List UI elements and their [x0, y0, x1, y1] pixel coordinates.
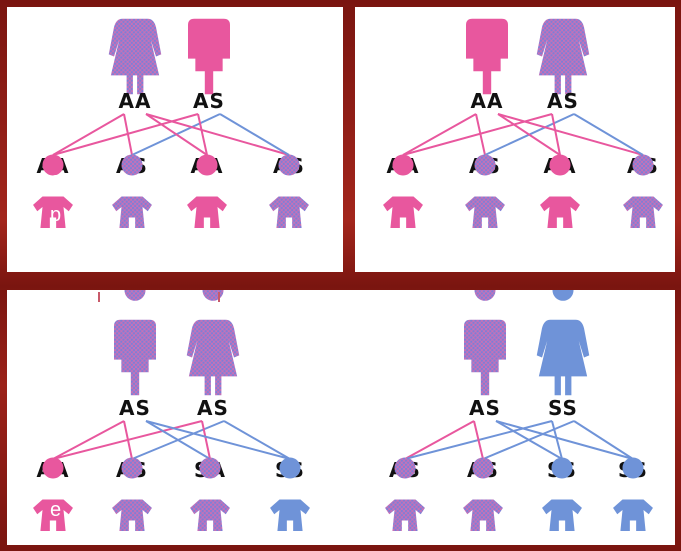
female-parent-icon: [536, 290, 590, 396]
female-parent-icon: [108, 18, 162, 95]
child-icon: [190, 457, 230, 531]
child-icon: [33, 457, 73, 531]
cross-top-right: AAASAAASAAAS: [383, 18, 663, 228]
side-letter-e: e: [50, 499, 62, 521]
inheritance-line: [404, 420, 475, 460]
inheritance-line: [551, 113, 561, 156]
child-icon: [540, 154, 580, 228]
inheritance-line: [123, 113, 133, 156]
parent-genotype-label: AS: [469, 396, 501, 420]
inheritance-line: [145, 420, 211, 460]
parent-genotype-label: AS: [193, 89, 225, 113]
inheritance-lines: [52, 420, 291, 460]
inheritance-line: [495, 420, 634, 460]
child-icon: [270, 457, 310, 531]
parent-genotype-label: AS: [547, 89, 579, 113]
cross-top-left: AAASAAASAAAS: [33, 18, 309, 228]
inheritance-line: [52, 113, 199, 156]
inheritance-line: [497, 113, 561, 156]
inheritance-line: [123, 420, 133, 460]
panel-bottom-left: ASASAAASSASSASSSASASSSSS: [7, 290, 675, 545]
inheritance-line: [573, 113, 644, 156]
inheritance-line: [197, 113, 208, 156]
ruler-tick: [98, 292, 100, 302]
inheritance-line: [573, 420, 634, 460]
inheritance-lines: [52, 113, 290, 156]
inheritance-lines: [402, 113, 644, 156]
female-parent-icon: [186, 290, 240, 396]
inheritance-line: [145, 113, 208, 156]
child-icon: [187, 154, 227, 228]
child-icon: [112, 154, 152, 228]
child-icon: [269, 154, 309, 228]
panel-top-right: AAASAAASAAAS: [355, 7, 675, 272]
male-parent-icon: [188, 18, 230, 95]
parent-genotype-label: AA: [471, 89, 504, 113]
side-letter-o: o: [50, 169, 62, 191]
child-icon: [33, 154, 73, 228]
inheritance-line: [473, 420, 484, 460]
child-icon: [542, 457, 582, 531]
child-icon: [383, 154, 423, 228]
male-parent-icon: [114, 290, 156, 396]
male-parent-icon: [464, 290, 506, 396]
parent-genotype-label: AS: [197, 396, 229, 420]
child-icon: [463, 457, 503, 531]
parent-genotype-label: AS: [119, 396, 151, 420]
ruler-tick: [218, 292, 220, 302]
cross-bottom-left: ASASAAASSASS: [33, 290, 310, 531]
inheritance-line: [402, 113, 477, 156]
cross-bottom-right: ASSSASASSSSS: [385, 290, 653, 531]
inheritance-line: [402, 113, 553, 156]
parent-genotype-label: AA: [119, 89, 152, 113]
child-icon: [465, 154, 505, 228]
child-icon: [112, 457, 152, 531]
inheritance-line: [223, 420, 291, 460]
child-icon: [385, 457, 425, 531]
inheritance-line: [52, 113, 125, 156]
child-icon: [623, 154, 663, 228]
inheritance-line: [145, 420, 291, 460]
inheritance-line: [145, 113, 290, 156]
panel-top-left: AAASAAASAAAS: [7, 7, 343, 272]
inheritance-line: [551, 420, 563, 460]
inheritance-line: [497, 113, 644, 156]
female-parent-icon: [536, 18, 590, 95]
side-letter-p: p: [50, 204, 62, 226]
inheritance-line: [475, 113, 486, 156]
inheritance-line: [219, 113, 290, 156]
male-parent-icon: [466, 18, 508, 95]
inheritance-line: [495, 420, 563, 460]
inheritance-lines: [404, 420, 634, 460]
inheritance-line: [52, 420, 125, 460]
parent-genotype-label: SS: [548, 396, 578, 420]
inheritance-line: [201, 420, 211, 460]
child-icon: [613, 457, 653, 531]
